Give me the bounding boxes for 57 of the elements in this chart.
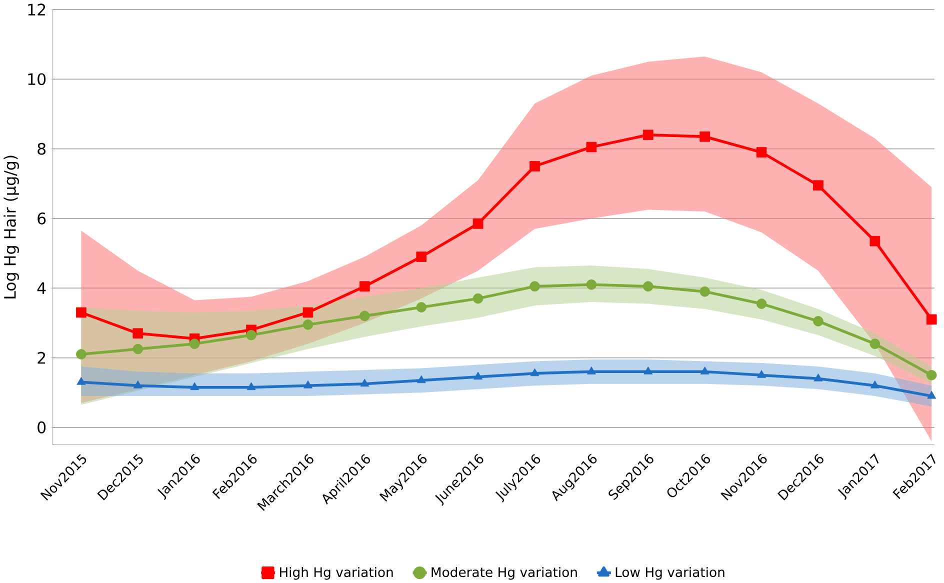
- point: [303, 380, 312, 388]
- point: [926, 370, 937, 380]
- point: [700, 131, 710, 142]
- y-tick-label: 12: [28, 4, 46, 16]
- point: [416, 375, 426, 384]
- y-tick-label: 2: [38, 352, 46, 364]
- point: [814, 373, 823, 382]
- legend-label: Moderate Hg variation: [432, 566, 577, 580]
- point: [756, 298, 767, 309]
- point: [133, 380, 142, 388]
- point: [757, 370, 766, 378]
- point: [302, 320, 314, 330]
- point: [642, 130, 654, 140]
- point: [586, 142, 597, 152]
- point: [530, 281, 540, 292]
- point: [132, 328, 144, 339]
- y-tick-label: 10: [28, 73, 46, 86]
- point: [927, 390, 936, 399]
- point: [190, 382, 200, 390]
- point: [926, 314, 937, 325]
- point: [813, 316, 824, 326]
- point: [416, 252, 427, 262]
- point: [302, 307, 314, 318]
- point: [700, 366, 710, 374]
- point: [642, 281, 654, 292]
- point: [360, 378, 370, 387]
- y-tick-label: 0: [38, 421, 46, 434]
- point: [813, 180, 824, 191]
- point: [360, 281, 370, 292]
- point: [870, 236, 880, 246]
- legend-label: Low Hg variation: [616, 566, 724, 580]
- point: [474, 372, 483, 380]
- point: [870, 338, 880, 349]
- point: [76, 307, 86, 318]
- point: [246, 382, 256, 390]
- y-tick-label: 8: [38, 142, 46, 155]
- point: [472, 218, 484, 229]
- point: [360, 310, 370, 322]
- point: [76, 376, 86, 385]
- legend-label: High Hg variation: [280, 566, 393, 580]
- point: [246, 330, 256, 340]
- point: [416, 302, 427, 312]
- point: [586, 366, 596, 374]
- point: [644, 366, 653, 374]
- y-tick-label: 6: [38, 212, 46, 224]
- point: [530, 368, 540, 376]
- point: [189, 338, 200, 349]
- point: [756, 147, 767, 158]
- y-tick-label: 4: [37, 282, 46, 294]
- point: [870, 380, 880, 388]
- point: [586, 279, 597, 290]
- point: [132, 344, 144, 354]
- point: [472, 293, 484, 304]
- point: [530, 161, 540, 172]
- point: [700, 286, 710, 297]
- point: [76, 349, 86, 360]
- y-axis-title: Log Hg Hair (µg/g): [4, 156, 19, 298]
